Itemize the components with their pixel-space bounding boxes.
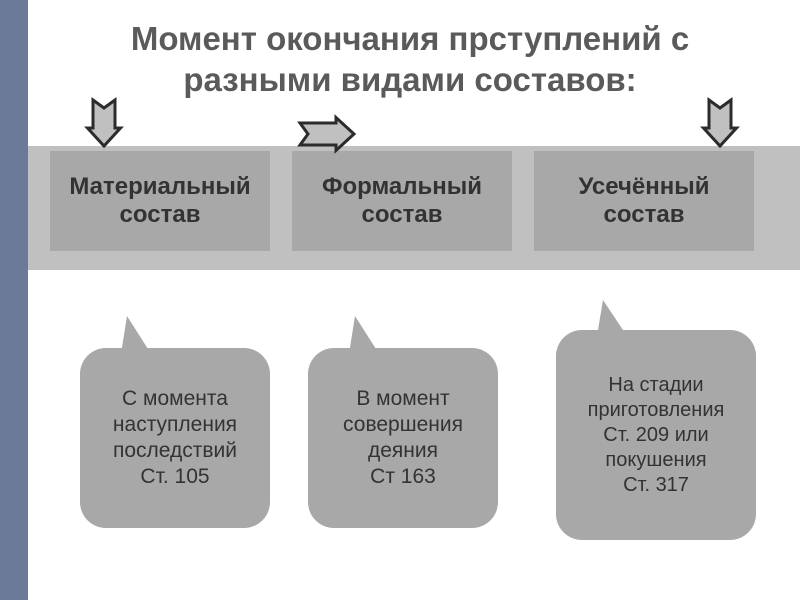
arrow-1: [300, 118, 354, 151]
arrow-0: [88, 100, 121, 146]
arrow-2: [704, 100, 737, 146]
arrows-layer: [0, 0, 800, 600]
